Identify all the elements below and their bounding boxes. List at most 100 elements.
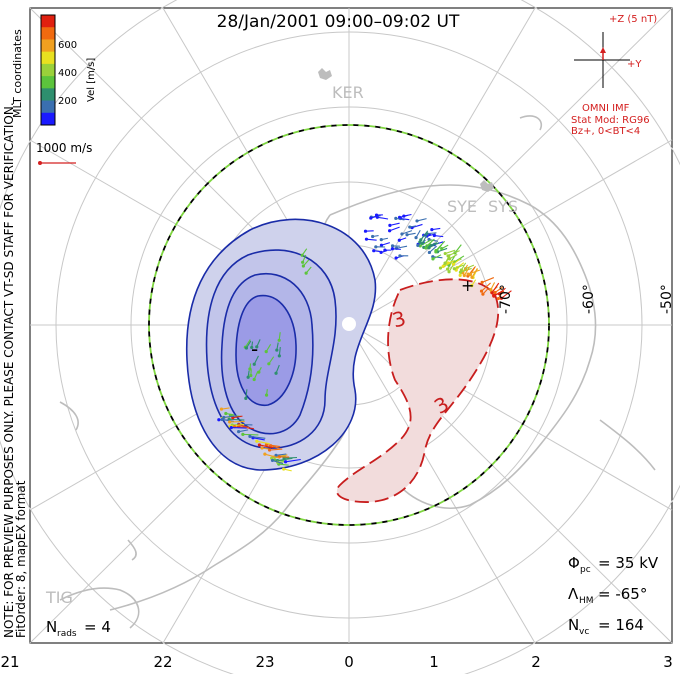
colorbar-swatch (41, 27, 55, 40)
vector-line (301, 248, 308, 256)
vector-line (396, 245, 408, 249)
vector-line (272, 459, 284, 465)
vector-line (444, 256, 451, 264)
station-label-sye: SYE (447, 197, 477, 216)
colorbar-label: Vel [m/s] (86, 58, 97, 102)
vector-line (270, 445, 280, 449)
colorbar-swatch (41, 88, 55, 102)
mlt-label-23: 23 (255, 653, 274, 671)
colorbar-border (40, 14, 56, 126)
vector-line (460, 262, 467, 271)
station-ker-marker (318, 68, 332, 80)
vector-origin (398, 254, 402, 258)
phi-pc-symbol: Φ (568, 554, 580, 572)
vector-line (497, 290, 504, 299)
preview-note: NOTE: FOR PREVIEW PURPOSES ONLY. PLEASE … (2, 102, 16, 638)
vector-line (305, 266, 312, 274)
lambda-hm-symbol: Λ (568, 585, 579, 603)
colorbar-swatch (41, 51, 55, 65)
coastline (59, 115, 656, 629)
vector-line (221, 407, 230, 410)
stat-n-vc: N vc = 164 (568, 616, 644, 637)
vector-line (381, 242, 391, 246)
vector-line (234, 426, 250, 428)
colorbar-swatch (41, 15, 55, 28)
vector-line (482, 287, 490, 295)
island-1 (59, 401, 79, 431)
coords-label: MLT coordinates (11, 29, 24, 118)
vector-line (447, 250, 460, 257)
station-label-tig: TIG (45, 588, 73, 607)
vector-line (269, 448, 283, 451)
ref-vector-label: 1000 m/s (36, 141, 92, 155)
stat-phi-pc: Φ pc = 35 kV (568, 554, 659, 575)
lat-label-60: -60° (581, 284, 597, 314)
neg-contour-label: - (251, 337, 258, 361)
vector-line (370, 215, 379, 219)
negative-cell (185, 218, 377, 471)
vector-line (392, 248, 401, 250)
vector-line (251, 341, 254, 348)
imf-vector-head (600, 47, 606, 53)
vector-origin (241, 432, 245, 436)
vector-line (242, 433, 259, 436)
n-rads-value: = 4 (84, 618, 111, 636)
vector-line (425, 242, 432, 249)
vector-line (400, 217, 410, 221)
vector-line (454, 255, 465, 263)
velocity-vectors (217, 213, 512, 472)
vector-line (431, 227, 441, 231)
colorbar-swatch (41, 39, 55, 53)
station-sye-marker (480, 180, 494, 192)
vector-line (389, 222, 400, 226)
vector-line (253, 371, 259, 380)
imf-clock (574, 32, 630, 88)
vector-origin (244, 396, 248, 400)
vector-line (253, 355, 259, 365)
vector-line (249, 363, 252, 370)
vector-line (252, 437, 265, 441)
vector-line (245, 340, 252, 349)
station-label-sys: SYS (488, 197, 518, 216)
vector-line (225, 412, 234, 416)
vector-line (380, 250, 388, 253)
vector-line (238, 429, 249, 433)
vector-line (244, 339, 251, 348)
imf-z-label: +Z (5 nT) (609, 14, 657, 25)
positive-cell (336, 278, 500, 503)
vector-origin (217, 418, 221, 422)
vector-line (471, 279, 477, 286)
vector-line (366, 238, 377, 241)
n-rads-subscript: rads (57, 629, 77, 639)
vector-line (266, 444, 281, 448)
vector-line (426, 232, 437, 235)
imf-model-1: Stat Mod: RG96 (571, 115, 650, 126)
vector-line (432, 254, 442, 260)
n-vc-symbol: N (568, 616, 579, 634)
n-rads-symbol: N (46, 618, 57, 636)
vector-line (501, 290, 512, 299)
vector-line (395, 217, 405, 221)
imf-source: OMNI IMF (582, 103, 630, 114)
vector-line (419, 234, 426, 243)
pos-contour-1 (336, 278, 500, 503)
colorbar-tick-400: 400 (58, 68, 77, 79)
vector-line (389, 226, 400, 232)
vector-line (232, 415, 243, 419)
vector-line (247, 370, 250, 378)
pos-max-marker: + (461, 276, 474, 295)
vector-line (428, 242, 440, 249)
vector-line (302, 254, 307, 263)
colorbar-tick-600: 600 (58, 40, 77, 51)
n-vc-value: = 164 (598, 616, 644, 634)
vector-line (406, 232, 416, 236)
vector-line (449, 253, 458, 260)
n-vc-subscript: vc (579, 627, 589, 637)
mlt-label-22: 22 (153, 653, 172, 671)
vector-line (285, 458, 301, 463)
vector-line (467, 269, 480, 275)
vector-origin (219, 407, 224, 411)
lat-label-50: -50° (659, 284, 675, 314)
vector-line (266, 389, 268, 396)
vector-line (377, 216, 389, 220)
